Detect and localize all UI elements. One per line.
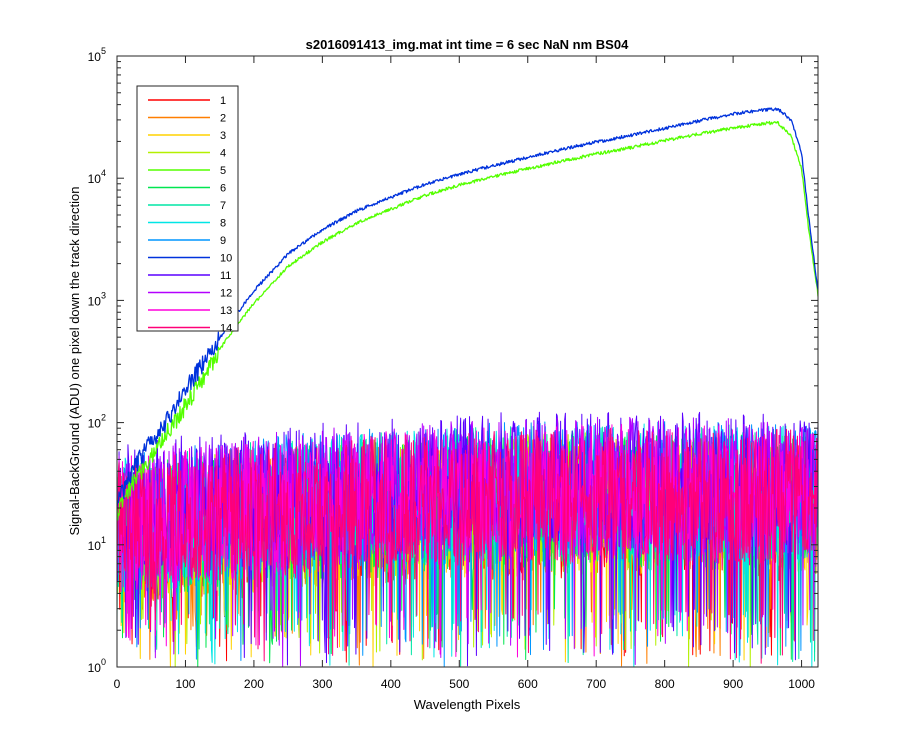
legend-label-3: 3: [220, 130, 226, 142]
x-tick-label: 900: [723, 677, 743, 691]
legend-label-13: 13: [220, 305, 232, 317]
y-tick-label: 105: [88, 46, 106, 64]
legend-label-4: 4: [220, 148, 226, 160]
legend-label-5: 5: [220, 165, 226, 177]
ticks-layer: 0 100 200 300 400 500 600 700 800 900 100010010110…: [88, 46, 818, 691]
x-tick-label: 700: [586, 677, 606, 691]
legend-box: [136, 85, 239, 332]
y-tick-label: 100: [88, 657, 106, 675]
x-tick-label: 1000: [788, 677, 815, 691]
x-tick-label: 300: [312, 677, 332, 691]
legend-label-14: 14: [220, 323, 232, 335]
legend-label-6: 6: [220, 183, 226, 195]
x-tick-label: 800: [655, 677, 675, 691]
x-tick-label: 200: [244, 677, 264, 691]
y-axis-label: Signal-BackGround (ADU) one pixel down t…: [67, 186, 82, 535]
x-axis-label: Wavelength Pixels: [414, 697, 521, 712]
x-tick-label: 400: [381, 677, 401, 691]
legend-label-7: 7: [220, 200, 226, 212]
x-tick-label: 600: [518, 677, 538, 691]
chart-title: s2016091413_img.mat int time = 6 sec NaN…: [306, 37, 629, 52]
y-tick-label: 103: [88, 290, 106, 308]
legend-label-2: 2: [220, 113, 226, 125]
x-tick-label: 100: [175, 677, 195, 691]
y-tick-label: 104: [88, 168, 106, 186]
series-line-14: [117, 427, 818, 664]
legend-label-1: 1: [220, 95, 226, 107]
x-tick-label: 500: [449, 677, 469, 691]
plot-area-frame: [116, 55, 819, 668]
legend-label-8: 8: [220, 218, 226, 230]
legend-label-12: 12: [220, 288, 232, 300]
legend-label-11: 11: [220, 270, 231, 282]
y-tick-label: 102: [88, 413, 106, 431]
x-tick-label: 0: [114, 677, 121, 691]
legend-label-9: 9: [220, 235, 226, 247]
y-tick-label: 101: [88, 535, 106, 553]
legend-label-10: 10: [220, 253, 232, 265]
